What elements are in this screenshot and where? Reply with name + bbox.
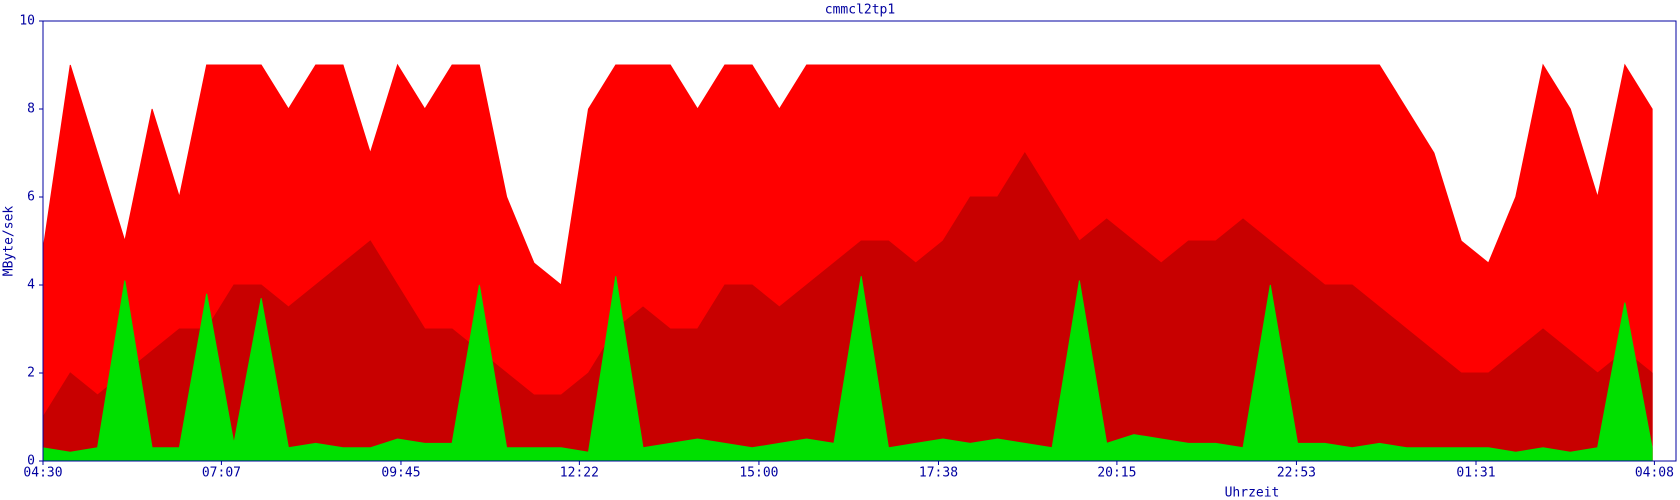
y-tick-label: 10 [19,14,35,29]
y-tick-label: 4 [27,278,35,293]
x-tick-label: 12:22 [560,466,599,481]
x-tick-label: 01:31 [1456,466,1495,481]
y-tick-label: 8 [27,102,35,117]
plot-frame [42,20,1677,462]
x-tick-label: 15:00 [739,466,778,481]
x-tick-label: 20:15 [1097,466,1136,481]
chart-title: cmmcl2tp1 [825,3,895,18]
y-axis-label: MByte/sek [2,206,17,277]
series-area [42,276,1653,462]
x-tick-label: 17:38 [919,466,958,481]
x-tick-label: 04:30 [23,466,62,481]
x-tick-label: 09:45 [381,466,420,481]
y-tick-label: 2 [27,366,35,381]
series-area [42,152,1653,462]
x-axis-label: Uhrzeit [1225,486,1280,500]
y-tick-label: 0 [27,454,35,469]
x-tick-label: 07:07 [202,466,241,481]
x-tick-label: 22:53 [1277,466,1316,481]
x-tick-label: 04:08 [1635,466,1674,481]
y-tick-label: 6 [27,190,35,205]
